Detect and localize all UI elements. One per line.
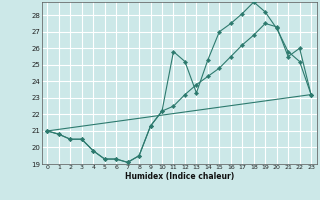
X-axis label: Humidex (Indice chaleur): Humidex (Indice chaleur): [124, 172, 234, 181]
